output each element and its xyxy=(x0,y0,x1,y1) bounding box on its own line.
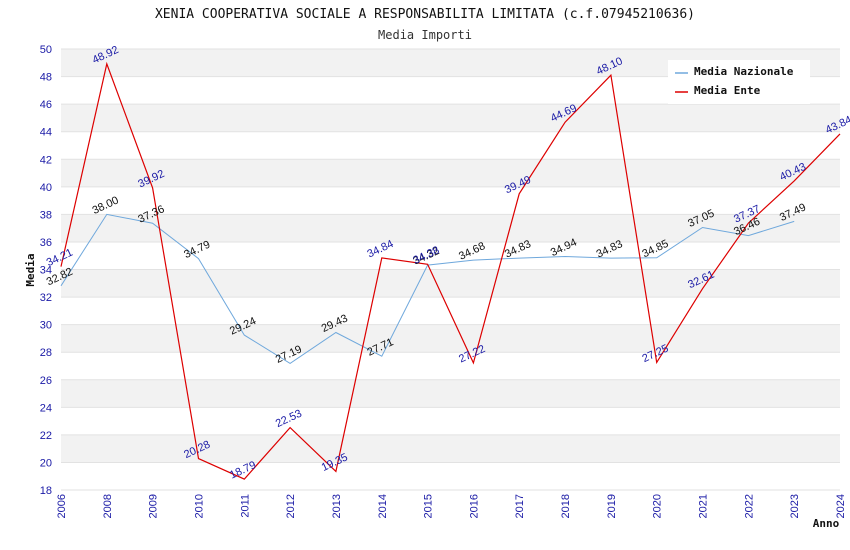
grid-bands xyxy=(61,48,840,491)
grid-band xyxy=(61,379,840,408)
grid-band xyxy=(61,352,840,380)
grid-band xyxy=(61,104,840,132)
y-tick-label: 48 xyxy=(40,72,52,84)
x-tick-label: 2023 xyxy=(789,494,801,518)
x-tick-label: 2015 xyxy=(423,494,435,518)
legend: Media Nazionale Media Ente xyxy=(668,60,810,104)
x-tick-label: 2014 xyxy=(377,494,389,518)
y-tick-label: 30 xyxy=(40,320,52,332)
grid-band xyxy=(61,214,840,242)
grid-band xyxy=(61,159,840,187)
y-tick-labels: 18 20 22 24 26 28 30 32 34 36 38 40 42 44 46 48 50 xyxy=(40,44,52,497)
chart-title: XENIA COOPERATIVA SOCIALE A RESPONSABILI… xyxy=(155,7,695,22)
y-tick-label: 18 xyxy=(40,485,52,497)
y-tick-label: 24 xyxy=(40,402,52,414)
grid-band xyxy=(61,324,840,353)
y-tick-label: 38 xyxy=(40,209,52,221)
x-tick-label: 2008 xyxy=(102,494,114,518)
x-tick-label: 2021 xyxy=(698,494,710,518)
y-tick-label: 28 xyxy=(40,347,52,359)
x-tick-label: 2013 xyxy=(331,494,343,518)
y-tick-label: 22 xyxy=(40,430,52,442)
y-tick-label: 40 xyxy=(40,182,52,194)
grid-band xyxy=(61,241,840,270)
legend-label-media-nazionale: Media Nazionale xyxy=(694,65,794,78)
y-tick-label: 20 xyxy=(40,457,52,469)
y-tick-label: 32 xyxy=(40,292,52,304)
grid-band xyxy=(61,462,840,490)
grid-band xyxy=(61,186,840,215)
x-tick-label: 2006 xyxy=(56,494,68,518)
y-tick-label: 46 xyxy=(40,99,52,111)
x-tick-label: 2019 xyxy=(606,494,618,518)
grid-band xyxy=(61,269,840,298)
x-tick-label: 2017 xyxy=(514,494,526,518)
chart-subtitle: Media Importi xyxy=(378,28,472,42)
legend-label-media-ente: Media Ente xyxy=(694,84,761,97)
y-tick-label: 36 xyxy=(40,237,52,249)
grid-band xyxy=(61,434,840,463)
x-tick-label: 2020 xyxy=(652,494,664,518)
series-lines xyxy=(60,61,841,480)
x-tick-label: 2012 xyxy=(285,494,297,518)
x-tick-label: 2009 xyxy=(148,494,160,518)
x-tick-label: 2010 xyxy=(193,494,205,518)
y-axis-label: Media xyxy=(24,253,37,286)
grid-band xyxy=(61,297,840,325)
x-tick-label: 2024 xyxy=(835,494,847,518)
x-tick-label: 2011 xyxy=(239,494,251,518)
x-tick-labels: 2006 2008 2009 2010 2011 2012 2013 2014 2015 2016… xyxy=(56,494,847,518)
y-tick-label: 44 xyxy=(40,127,52,139)
grid-band xyxy=(61,131,840,160)
y-tick-label: 50 xyxy=(40,44,52,56)
y-tick-label: 26 xyxy=(40,375,52,387)
x-tick-label: 2016 xyxy=(468,494,480,518)
x-tick-label: 2022 xyxy=(743,494,755,518)
y-tick-label: 34 xyxy=(40,265,52,277)
y-tick-label: 42 xyxy=(40,154,52,166)
legend-box xyxy=(668,60,810,104)
series-line-media-ente xyxy=(60,61,841,480)
x-tick-label: 2018 xyxy=(560,494,572,518)
grid-band xyxy=(61,407,840,435)
x-axis-label: Anno xyxy=(813,517,840,530)
